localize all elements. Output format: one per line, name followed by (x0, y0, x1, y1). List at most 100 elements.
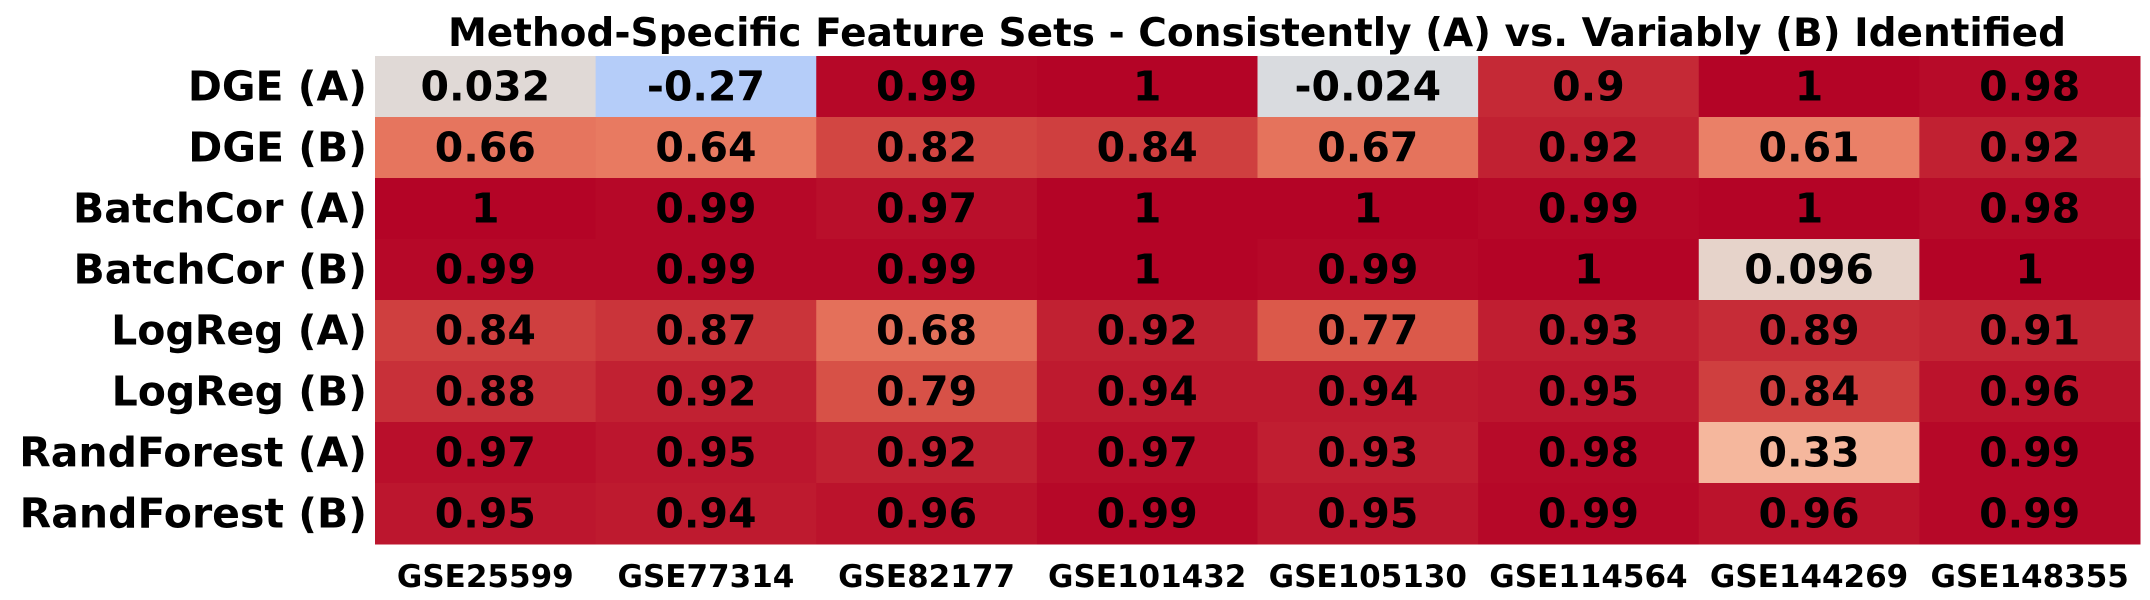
cell-value-label: 0.99 (1097, 490, 1198, 538)
cell-value-label: 1 (471, 185, 500, 233)
heatmap-cell (595, 56, 817, 118)
row-tick-label: BatchCor (B) (74, 246, 368, 294)
heatmap-cell (816, 239, 1038, 301)
heatmap-cell (1919, 178, 2141, 240)
heatmap-cell (1036, 300, 1258, 362)
cell-value-label: 0.92 (876, 429, 977, 477)
heatmap-cell (1698, 239, 1920, 301)
cell-value-label: 0.88 (435, 368, 536, 416)
cell-value-label: 0.94 (655, 490, 756, 538)
heatmap-cell (1257, 483, 1479, 545)
cell-value-label: 0.96 (1758, 490, 1859, 538)
cell-value-label: 1 (1795, 63, 1824, 111)
column-tick-label: GSE82177 (838, 559, 1015, 595)
cell-value-label: 0.61 (1758, 124, 1859, 172)
heatmap-cell (1919, 239, 2141, 301)
cell-value-label: 0.99 (1979, 429, 2080, 477)
cell-value-label: 0.84 (1758, 368, 1859, 416)
cell-value-label: 0.99 (655, 246, 756, 294)
cell-value-label: 0.99 (435, 246, 536, 294)
cell-value-label: 0.92 (1097, 307, 1198, 355)
heatmap-cell (1036, 239, 1258, 301)
heatmap-cells (375, 56, 2141, 545)
heatmap-cell (1478, 117, 1700, 179)
heatmap-cell (1036, 483, 1258, 545)
heatmap-cell (1257, 300, 1479, 362)
heatmap-cell (1257, 178, 1479, 240)
column-tick-label: GSE25599 (397, 559, 574, 595)
cell-value-label: 1 (2015, 246, 2044, 294)
heatmap-cell (595, 117, 817, 179)
cell-value-label: 0.92 (1538, 124, 1639, 172)
heatmap-cell (375, 422, 597, 484)
row-tick-label: DGE (A) (188, 63, 367, 111)
cell-value-label: 1 (1133, 185, 1162, 233)
column-tick-label: GSE144269 (1710, 559, 1908, 595)
heatmap-cell (1919, 117, 2141, 179)
cell-value-label: 0.66 (435, 124, 536, 172)
cell-value-label: 0.97 (435, 429, 536, 477)
heatmap-cell (1257, 361, 1479, 423)
heatmap-cell (1919, 483, 2141, 545)
cell-value-label: 0.68 (876, 307, 977, 355)
column-tick-label: GSE105130 (1269, 559, 1467, 595)
heatmap-cell (375, 117, 597, 179)
cell-value-label: 1 (1795, 185, 1824, 233)
cell-value-label: 0.99 (1317, 246, 1418, 294)
cell-value-label: 0.87 (655, 307, 756, 355)
heatmap-cell (1698, 483, 1920, 545)
cell-value-label: 1 (1354, 185, 1383, 233)
cell-value-label: 1 (1574, 246, 1603, 294)
heatmap-cell (1036, 56, 1258, 118)
cell-value-label: 1 (1133, 63, 1162, 111)
cell-value-label: 0.94 (1097, 368, 1198, 416)
cell-value-label: 0.93 (1317, 429, 1418, 477)
row-labels: DGE (A) DGE (B) BatchCor (A) BatchCor (B) Lo… (19, 63, 367, 538)
cell-value-label: 0.64 (655, 124, 756, 172)
cell-value-label: 0.79 (876, 368, 977, 416)
heatmap-cell (595, 483, 817, 545)
heatmap-cell (1036, 422, 1258, 484)
heatmap-cell (1478, 178, 1700, 240)
row-tick-label: RandForest (B) (20, 490, 367, 538)
row-tick-label: DGE (B) (188, 124, 367, 172)
cell-value-label: 0.94 (1317, 368, 1418, 416)
heatmap-cell (1478, 422, 1700, 484)
heatmap-cell (1036, 117, 1258, 179)
cell-value-label: 0.98 (1979, 63, 2080, 111)
row-tick-label: LogReg (B) (112, 368, 367, 416)
cell-value-label: 0.96 (1979, 368, 2080, 416)
heatmap-cell (1698, 56, 1920, 118)
heatmap-cell (1257, 239, 1479, 301)
heatmap-cell (1036, 361, 1258, 423)
heatmap-cell (595, 239, 817, 301)
heatmap-cell (595, 300, 817, 362)
heatmap-cell (1919, 300, 2141, 362)
cell-value-label: 0.99 (1538, 490, 1639, 538)
cell-value-label: 1 (1133, 246, 1162, 294)
heatmap-cell (816, 117, 1038, 179)
cell-value-label: 0.99 (1979, 490, 2080, 538)
row-tick-label: RandForest (A) (19, 429, 367, 477)
cell-value-label: -0.024 (1294, 63, 1441, 111)
heatmap-cell (595, 422, 817, 484)
heatmap-cell (375, 178, 597, 240)
heatmap-cell (1698, 117, 1920, 179)
column-tick-label: GSE77314 (618, 559, 795, 595)
cell-value-label: 0.84 (1097, 124, 1198, 172)
cell-value-label: 0.99 (876, 246, 977, 294)
row-tick-label: BatchCor (A) (73, 185, 367, 233)
heatmap-cell (1478, 300, 1700, 362)
cell-value-label: 0.98 (1538, 429, 1639, 477)
cell-value-label: 0.33 (1758, 429, 1859, 477)
heatmap-cell (816, 178, 1038, 240)
heatmap-cell (595, 178, 817, 240)
heatmap-cell (1698, 300, 1920, 362)
cell-value-label: 0.91 (1979, 307, 2080, 355)
cell-value-label: 0.93 (1538, 307, 1639, 355)
heatmap-cell (595, 361, 817, 423)
column-tick-label: GSE114564 (1489, 559, 1687, 595)
cell-value-label: 0.97 (1097, 429, 1198, 477)
heatmap-cell (1257, 56, 1479, 118)
